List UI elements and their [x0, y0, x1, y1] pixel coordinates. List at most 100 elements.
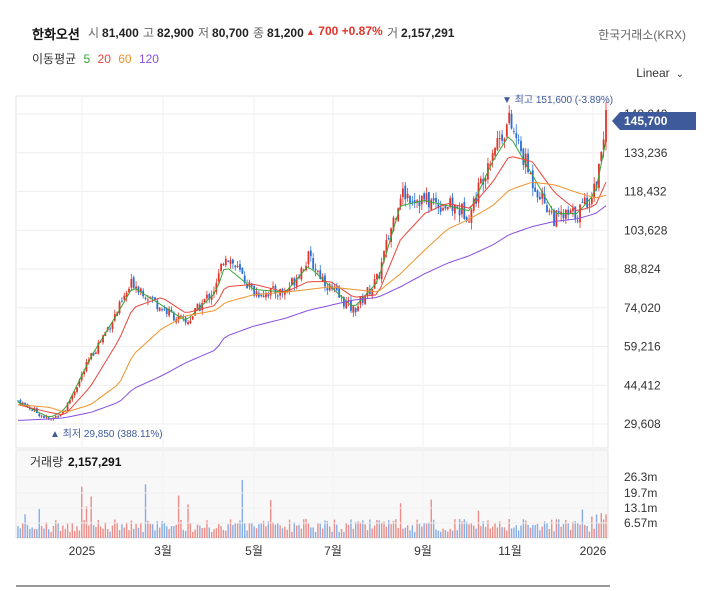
open-label: 시 — [88, 26, 100, 40]
candle-body — [123, 295, 126, 300]
volume-bar — [222, 529, 225, 538]
volume-bar — [189, 522, 192, 538]
volume-bar — [515, 525, 517, 538]
volume-bar — [496, 527, 499, 538]
candle-body — [146, 299, 149, 301]
time-tick-label: 9월 — [414, 544, 432, 558]
volume-bar — [529, 527, 532, 538]
volume-bar — [22, 523, 24, 538]
volume-bars — [17, 479, 607, 538]
volume-bar — [281, 528, 284, 538]
scale-toggle-label: Linear — [636, 66, 670, 80]
candle-body — [57, 416, 60, 418]
volume-panel-label: 거래량 — [30, 455, 63, 469]
volume-bar — [591, 516, 593, 538]
volume-tick-label: 6.57m — [624, 516, 657, 530]
candle-body — [548, 210, 551, 212]
volume-bar — [383, 521, 385, 538]
candle-body — [246, 284, 248, 289]
volume-bar — [206, 520, 208, 538]
volume-bar — [104, 522, 107, 538]
candle-body — [83, 371, 86, 375]
candle-body — [168, 308, 171, 316]
volume-bar — [581, 509, 584, 538]
candle-body — [409, 195, 411, 203]
candle-body — [208, 294, 211, 300]
candle-body — [453, 204, 456, 214]
volume-bar — [312, 527, 314, 538]
volume-bar — [168, 529, 170, 538]
candle-body — [191, 316, 194, 320]
volume-bar — [109, 531, 111, 538]
volume-bar — [142, 532, 144, 538]
volume-bar — [201, 528, 203, 538]
candle-body — [61, 411, 64, 414]
volume-bar — [241, 479, 244, 538]
candle-body — [583, 197, 586, 205]
candle-body — [411, 201, 414, 203]
candle-body — [524, 153, 527, 168]
volume-bar — [154, 530, 156, 538]
volume-bar — [489, 528, 491, 538]
candle-body — [361, 296, 364, 303]
volume-bar — [510, 528, 513, 538]
candles — [17, 101, 607, 422]
candle-body — [418, 200, 421, 206]
low-label: 저 — [198, 26, 210, 40]
volume-bar — [116, 522, 118, 538]
volume-bar — [418, 523, 421, 538]
high-stat: 고 82,900 — [143, 24, 194, 41]
candle-body — [161, 309, 163, 311]
low-stat: 저 80,700 — [198, 24, 249, 41]
candle-body — [517, 139, 520, 141]
volume-bar — [357, 521, 359, 538]
volume-bar — [319, 523, 321, 538]
volume-bar — [532, 524, 534, 538]
volume-value: 2,157,291 — [401, 26, 455, 40]
volume-bar — [90, 496, 92, 538]
candle-body — [196, 303, 199, 310]
volume-bar — [121, 524, 123, 538]
candle-body — [118, 301, 121, 314]
time-tick-label: 5월 — [245, 544, 263, 558]
scale-toggle-button[interactable]: Linear ⌄ — [636, 66, 684, 80]
candle-body — [442, 208, 444, 211]
volume-bar — [463, 519, 466, 538]
volume-bar — [444, 530, 447, 538]
candle-body — [19, 400, 22, 405]
volume-bar — [173, 526, 175, 538]
candle-body — [71, 395, 74, 400]
volume-bar — [95, 526, 97, 538]
candle-body — [73, 391, 76, 396]
chevron-down-icon: ⌄ — [675, 69, 684, 80]
volume-bar — [392, 520, 395, 538]
volume-bar — [26, 524, 29, 538]
volume-bar — [404, 527, 406, 538]
volume-bar — [465, 521, 468, 538]
close-label: 종 — [253, 26, 265, 40]
volume-bar — [147, 520, 149, 538]
candle-body — [295, 277, 298, 287]
candle-body — [458, 209, 461, 216]
open-stat: 시 81,400 — [88, 24, 139, 41]
volume-bar — [584, 524, 586, 538]
candle-body — [201, 302, 204, 311]
candle-body — [335, 286, 338, 291]
candle-body — [380, 262, 383, 280]
volume-bar — [553, 531, 555, 538]
candle-body — [522, 148, 525, 165]
volume-bar — [239, 520, 241, 538]
candle-body — [371, 288, 374, 296]
candle-body — [498, 138, 501, 140]
volume-bar — [291, 531, 293, 538]
candle-body — [449, 198, 452, 207]
volume-bar — [539, 530, 541, 538]
volume-bar — [213, 529, 215, 538]
volume-bar — [269, 500, 272, 538]
volume-bar — [57, 523, 59, 538]
volume-bar — [416, 519, 418, 538]
candle-body — [163, 308, 166, 310]
candle-body — [317, 270, 319, 272]
volume-bar — [260, 523, 262, 538]
